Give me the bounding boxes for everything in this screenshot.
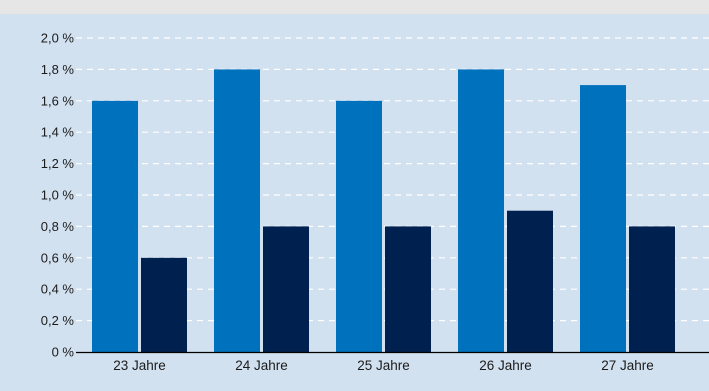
y-tick-label: 0,4 % xyxy=(41,282,75,297)
y-tick-label: 1,0 % xyxy=(41,188,75,203)
x-axis-category-labels: 23 Jahre 24 Jahre 25 Jahre 26 Jahre 27 Jahre xyxy=(113,358,654,373)
x-category-label: 27 Jahre xyxy=(601,358,654,373)
bar xyxy=(458,69,504,353)
y-tick-label: 1,8 % xyxy=(41,62,75,77)
y-tick-label: 1,2 % xyxy=(41,156,75,171)
y-tick-label: 0 % xyxy=(52,345,75,360)
y-tick-label: 2,0 % xyxy=(41,31,75,46)
bar xyxy=(336,100,382,352)
x-category-label: 26 Jahre xyxy=(479,358,532,373)
y-tick-label: 0,8 % xyxy=(41,219,75,234)
x-category-label: 24 Jahre xyxy=(235,358,288,373)
bar xyxy=(263,226,309,352)
x-category-label: 23 Jahre xyxy=(113,358,166,373)
y-tick-label: 1,6 % xyxy=(41,93,75,108)
bar xyxy=(385,226,431,352)
y-tick-label: 0,6 % xyxy=(41,250,75,265)
y-axis-tick-labels: 0 % 0,2 % 0,4 % 0,6 % 0,8 % 1,0 % 1,2 % 1,4 % 1,… xyxy=(41,31,75,360)
y-tick-label: 0,2 % xyxy=(41,313,75,328)
bar xyxy=(507,210,553,352)
bar xyxy=(580,85,626,352)
x-category-label: 25 Jahre xyxy=(357,358,410,373)
bar xyxy=(629,226,675,352)
bars xyxy=(92,69,675,353)
bar xyxy=(92,100,138,352)
bar xyxy=(214,69,260,353)
y-tick-label: 1,4 % xyxy=(41,125,75,140)
bar xyxy=(141,257,187,352)
